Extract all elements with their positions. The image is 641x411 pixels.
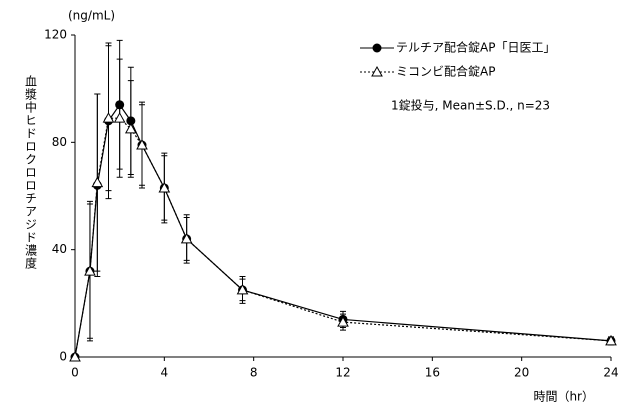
marker <box>236 283 249 295</box>
annotation: 1錠投与, Mean±S.D., n=23 <box>391 98 550 113</box>
marker <box>84 265 96 276</box>
x-tick-label: 4 <box>161 366 169 380</box>
marker <box>158 181 171 193</box>
series-line <box>74 117 612 358</box>
y-tick-label: 0 <box>59 350 67 364</box>
x-tick-label: 20 <box>514 366 529 380</box>
marker <box>124 122 137 134</box>
x-tick-label: 16 <box>425 366 440 380</box>
marker <box>180 232 193 244</box>
y-tick-label: 80 <box>52 135 67 149</box>
y-tick-label: 120 <box>44 28 67 42</box>
marker <box>115 100 125 110</box>
marker <box>69 350 81 362</box>
marker <box>113 112 126 123</box>
marker <box>605 334 617 346</box>
y-axis-label: 血漿中ヒドロクロロチアジド濃度 <box>24 75 38 270</box>
y-unit: (ng/mL) <box>68 9 115 23</box>
x-tick-label: 8 <box>250 366 258 380</box>
y-tick-label: 40 <box>52 242 67 256</box>
marker <box>102 112 115 123</box>
legend-marker <box>372 43 382 53</box>
x-axis-label: 時間（hr） <box>533 390 594 404</box>
x-tick-label: 0 <box>71 366 79 380</box>
marker <box>91 176 104 188</box>
legend-label: ミコンビ配合錠AP <box>396 64 495 79</box>
legend-label: テルチア配合錠AP「日医工」 <box>396 40 555 55</box>
legend-marker <box>371 65 383 77</box>
marker <box>337 316 349 327</box>
marker <box>136 138 148 150</box>
x-tick-label: 12 <box>335 366 350 380</box>
x-tick-label: 24 <box>603 366 618 380</box>
marker <box>126 116 136 126</box>
